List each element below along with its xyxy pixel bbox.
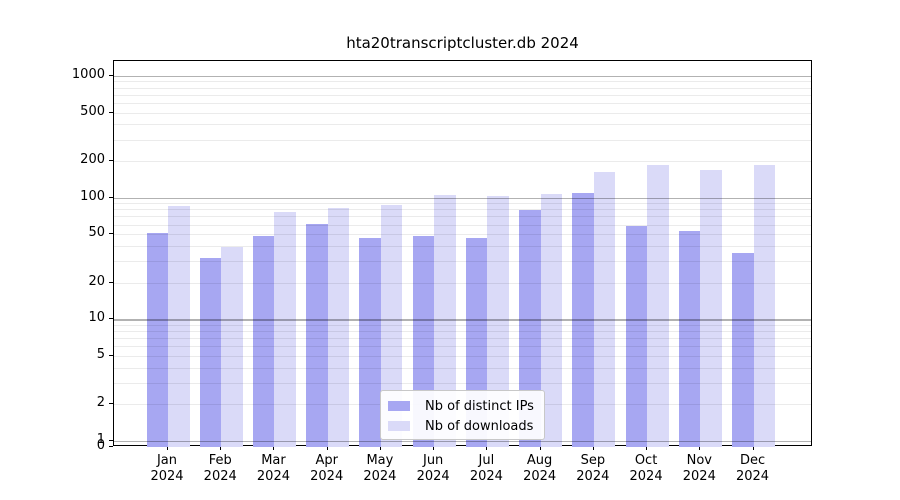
chart-title: hta20transcriptcluster.db 2024 — [346, 34, 579, 52]
bars-layer — [114, 61, 811, 447]
x-tick-label-may: May 2024 — [363, 453, 397, 484]
bar-distinct-ips-mar — [252, 236, 275, 447]
bar-distinct-ips-may — [359, 237, 381, 447]
y-tick-label-1: 1 — [96, 432, 105, 447]
x-tick-mark-feb — [220, 446, 222, 450]
y-tick-mark-1000 — [109, 74, 113, 76]
bar-distinct-ips-sep — [572, 192, 594, 447]
bar-downloads-mar — [274, 212, 296, 447]
y-tick-label-20: 20 — [88, 273, 105, 289]
x-tick-mark-oct — [646, 446, 648, 450]
y-tick-mark-500 — [109, 111, 113, 113]
x-tick-mark-nov — [699, 446, 701, 450]
x-tick-mark-mar — [273, 446, 275, 450]
y-tick-label-2: 2 — [96, 395, 105, 411]
bar-downloads-aug — [540, 193, 563, 447]
bar-downloads-nov — [700, 170, 722, 447]
bar-downloads-oct — [647, 165, 669, 447]
y-tick-label-50: 50 — [88, 225, 105, 241]
x-tick-mark-jul — [486, 446, 488, 450]
y-tick-mark-100 — [109, 196, 113, 198]
legend-item-downloads: Nb of downloads — [381, 416, 544, 436]
y-tick-mark-5 — [109, 354, 113, 356]
y-tick-label-10: 10 — [88, 310, 105, 326]
bar-distinct-ips-apr — [306, 223, 328, 447]
x-tick-mark-sep — [592, 446, 594, 450]
x-tick-label-apr: Apr 2024 — [310, 453, 344, 484]
bar-distinct-ips-dec — [732, 253, 754, 447]
legend-swatch-distinct-ips — [388, 401, 410, 411]
x-tick-label-feb: Feb 2024 — [203, 453, 237, 484]
y-tick-mark-50 — [109, 233, 113, 235]
bar-distinct-ips-oct — [625, 226, 648, 447]
x-tick-mark-aug — [539, 446, 541, 450]
x-tick-label-sep: Sep 2024 — [576, 453, 610, 484]
plot-area: Nb of distinct IPs Nb of downloads — [113, 60, 812, 447]
x-tick-label-mar: Mar 2024 — [256, 453, 290, 484]
bar-distinct-ips-feb — [199, 257, 222, 447]
bar-distinct-ips-nov — [678, 231, 701, 447]
bar-downloads-feb — [221, 247, 243, 447]
x-tick-label-jul: Jul 2024 — [469, 453, 503, 484]
x-tick-mark-may — [379, 446, 381, 450]
x-tick-mark-dec — [752, 446, 754, 450]
bar-distinct-ips-jan — [146, 233, 168, 447]
bar-downloads-dec — [753, 165, 776, 447]
bar-downloads-jan — [168, 206, 190, 447]
x-tick-label-aug: Aug 2024 — [523, 453, 557, 484]
y-tick-mark-10 — [109, 318, 113, 320]
y-tick-mark-20 — [109, 281, 113, 283]
y-tick-mark-1 — [109, 440, 113, 441]
x-tick-label-dec: Dec 2024 — [735, 453, 770, 484]
bar-downloads-jul — [487, 196, 509, 447]
x-tick-label-jan: Jan 2024 — [150, 453, 184, 484]
bar-distinct-ips-aug — [519, 210, 541, 447]
legend: Nb of distinct IPs Nb of downloads — [380, 390, 545, 440]
x-tick-label-oct: Oct 2024 — [629, 453, 663, 484]
y-tick-mark-2 — [109, 403, 113, 405]
x-tick-mark-apr — [326, 446, 328, 450]
y-tick-label-500: 500 — [80, 103, 105, 119]
x-tick-label-nov: Nov 2024 — [682, 453, 716, 484]
y-tick-label-0: 0 — [96, 438, 105, 453]
bar-downloads-sep — [593, 172, 616, 447]
y-tick-label-100: 100 — [80, 188, 105, 204]
legend-label-downloads: Nb of downloads — [425, 418, 534, 434]
y-tick-label-1000: 1000 — [71, 66, 105, 82]
y-tick-mark-0 — [109, 446, 113, 447]
bar-downloads-apr — [327, 208, 350, 447]
bar-downloads-may — [380, 204, 403, 447]
x-tick-mark-jan — [167, 446, 168, 450]
x-tick-label-jun: Jun 2024 — [416, 453, 450, 484]
y-tick-mark-200 — [109, 159, 113, 161]
bar-downloads-jun — [434, 194, 456, 447]
y-tick-label-200: 200 — [80, 151, 105, 167]
y-tick-label-5: 5 — [96, 346, 105, 362]
legend-swatch-downloads — [388, 421, 410, 431]
legend-item-distinct-ips: Nb of distinct IPs — [381, 396, 544, 416]
x-tick-mark-jun — [433, 446, 435, 450]
legend-label-distinct-ips: Nb of distinct IPs — [425, 398, 534, 414]
